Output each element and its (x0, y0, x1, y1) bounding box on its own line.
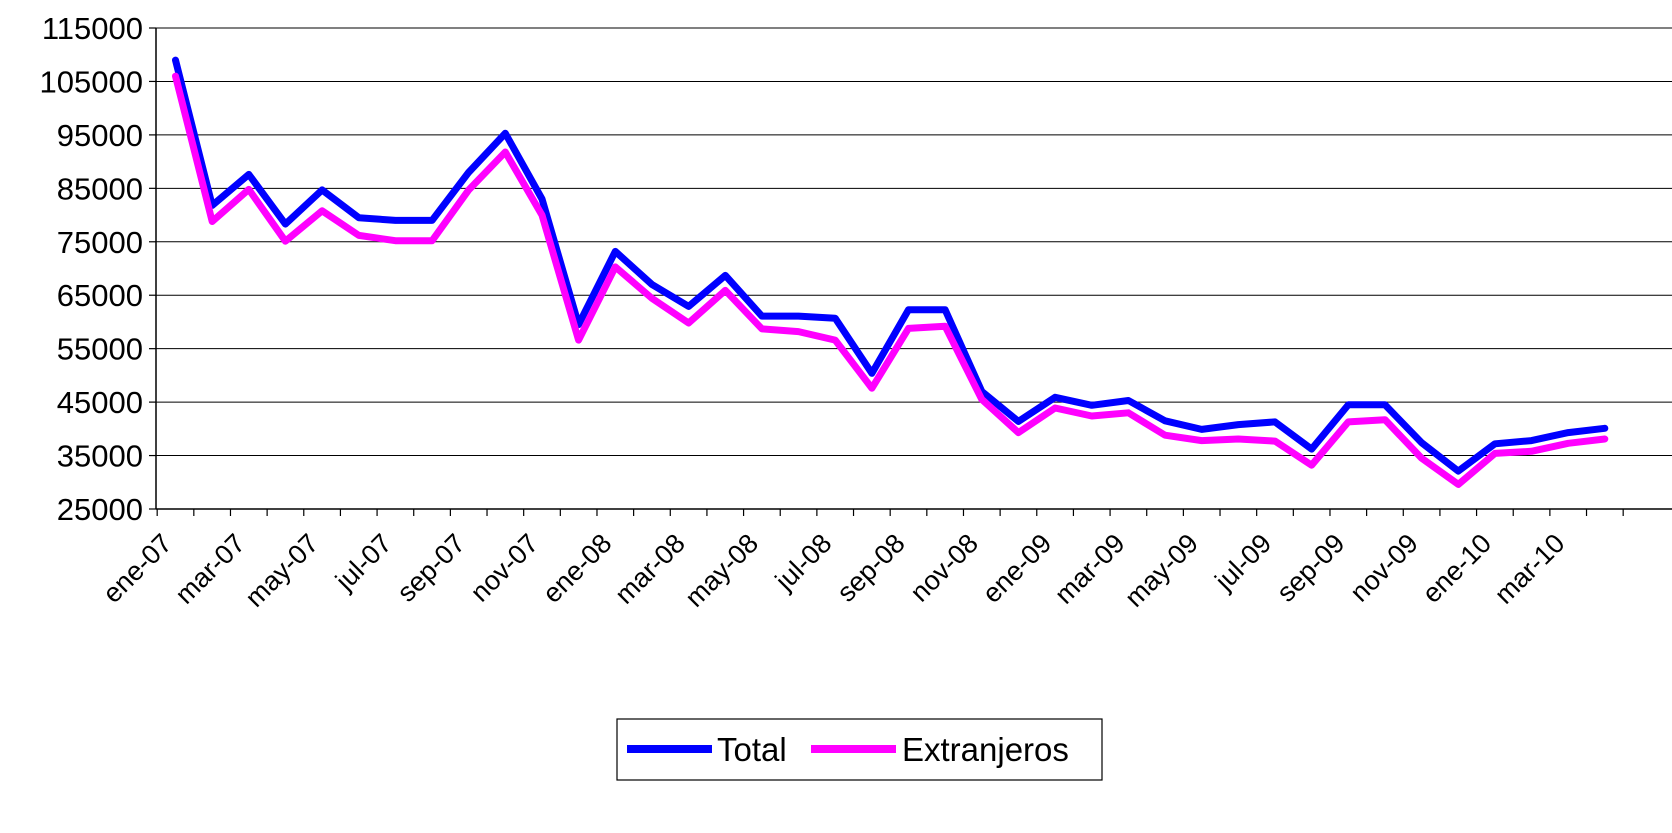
x-tick-label: nov-07 (465, 528, 545, 608)
series-lines (172, 56, 1609, 488)
x-tick-label: ene-08 (537, 528, 618, 609)
y-tick-label: 65000 (57, 278, 143, 313)
x-tick-label: sep-07 (391, 528, 471, 608)
y-tick-label: 55000 (57, 332, 143, 367)
x-tick-label: jul-09 (1209, 528, 1278, 597)
x-tick-label: may-09 (1119, 528, 1204, 613)
x-tick-label: nov-09 (1344, 528, 1424, 608)
x-tick-label: nov-08 (904, 528, 984, 608)
x-tick-label: sep-08 (831, 528, 911, 608)
y-tick-label: 95000 (57, 118, 143, 153)
x-tick-label: sep-09 (1271, 528, 1351, 608)
x-tick-label: ene-07 (97, 528, 178, 609)
x-tick-label: jul-07 (329, 528, 398, 597)
x-tick-label: may-07 (239, 528, 324, 613)
y-tick-label: 105000 (40, 64, 143, 99)
legend: Total Extranjeros (616, 718, 1103, 781)
axes (155, 28, 1672, 510)
x-tick-label: ene-09 (977, 528, 1058, 609)
x-tick-label: mar-10 (1489, 528, 1571, 610)
legend-label-total: Total (717, 731, 787, 768)
y-axis-ticks: 25000 35000 45000 55000 65000 75000 85000 95000… (40, 11, 156, 527)
y-tick-label: 75000 (57, 225, 143, 260)
x-tick-label: may-08 (679, 528, 764, 613)
x-tick-label: jul-08 (769, 528, 838, 597)
x-tick-label: ene-10 (1416, 528, 1497, 609)
series-line-total (172, 56, 1609, 475)
y-tick-label: 25000 (57, 492, 143, 527)
y-tick-label: 85000 (57, 171, 143, 206)
x-tick-label: mar-07 (169, 528, 251, 610)
y-tick-label: 35000 (57, 439, 143, 474)
x-tick-label: mar-09 (1049, 528, 1131, 610)
y-tick-label: 45000 (57, 385, 143, 420)
y-tick-label: 115000 (42, 11, 143, 46)
series-line-extranjeros (172, 72, 1609, 488)
x-tick-label: mar-08 (609, 528, 691, 610)
legend-label-extranjeros: Extranjeros (902, 731, 1069, 768)
